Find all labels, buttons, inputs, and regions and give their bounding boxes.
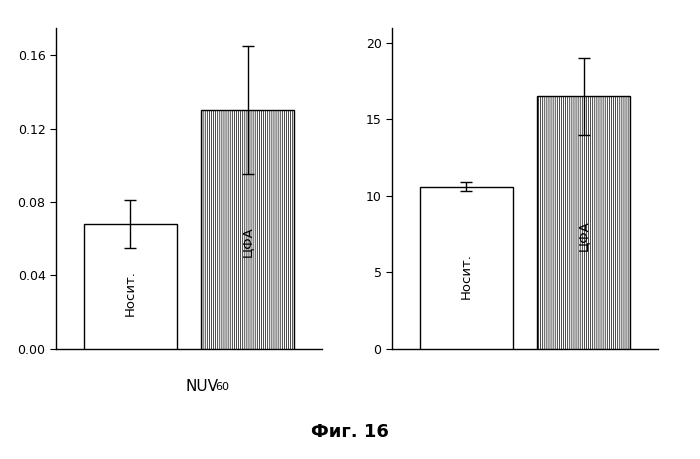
Text: Носит.: Носит. xyxy=(460,253,473,299)
Bar xyxy=(537,96,630,349)
Text: ЦФА: ЦФА xyxy=(241,226,254,257)
Bar xyxy=(84,224,177,349)
Text: Носит.: Носит. xyxy=(124,270,137,316)
Text: Фиг. 16: Фиг. 16 xyxy=(311,423,389,441)
Text: ЦФА: ЦФА xyxy=(577,220,590,251)
Bar xyxy=(201,110,294,349)
Bar xyxy=(420,187,513,349)
Text: NUV: NUV xyxy=(186,379,218,394)
Text: 60: 60 xyxy=(216,382,230,392)
